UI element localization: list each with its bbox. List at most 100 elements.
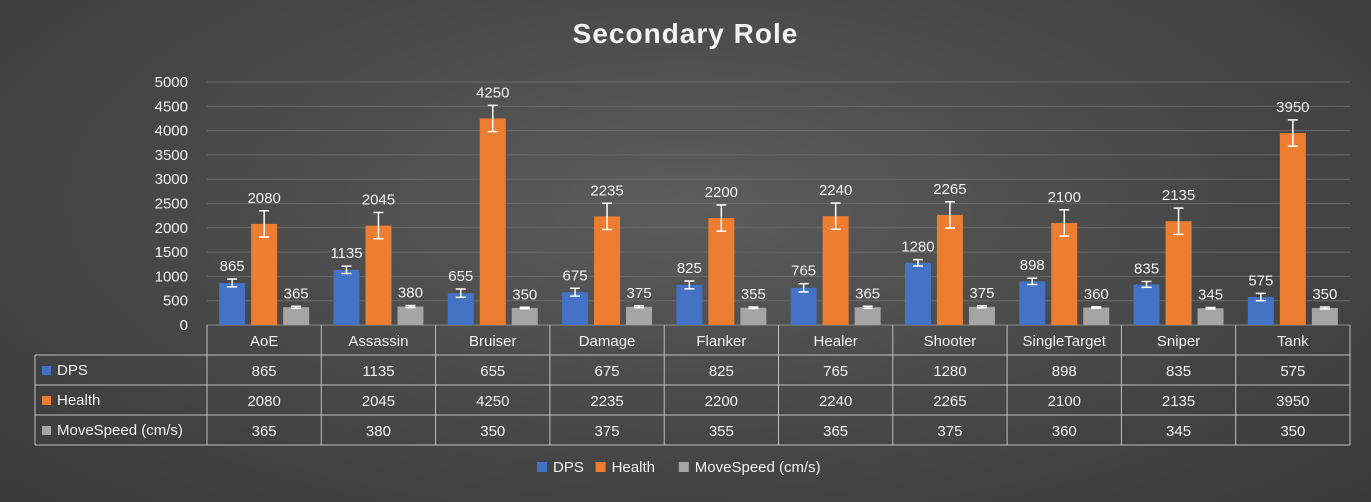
table-legend-key — [42, 396, 51, 405]
legend-label: Health — [612, 459, 655, 476]
x-tick-label: SingleTarget — [1023, 333, 1107, 350]
data-label: 2045 — [362, 191, 395, 208]
table-cell: 1280 — [933, 363, 966, 380]
data-label: 825 — [677, 260, 702, 277]
table-cell: 655 — [480, 363, 505, 380]
table-cell: 1135 — [362, 363, 394, 380]
table-series-name: DPS — [57, 362, 88, 379]
bar — [562, 292, 589, 325]
table-cell: 898 — [1052, 363, 1077, 380]
table-cell: 2100 — [1048, 393, 1081, 410]
data-label: 675 — [563, 267, 588, 284]
bar — [676, 284, 703, 325]
legend-key — [678, 462, 689, 472]
bar — [1083, 307, 1110, 325]
y-tick-label: 3000 — [155, 171, 188, 188]
table-cell: 2235 — [590, 393, 623, 410]
legend-label: MoveSpeed (cm/s) — [695, 459, 821, 476]
bar — [511, 307, 538, 325]
bar — [479, 118, 506, 325]
table-cell: 2045 — [362, 393, 395, 410]
bar — [447, 293, 474, 325]
table-cell: 375 — [595, 423, 620, 440]
bar — [1247, 297, 1274, 325]
table-series-name: MoveSpeed (cm/s) — [57, 422, 183, 439]
table-cell: 3950 — [1276, 393, 1309, 410]
chart-title: Secondary Role — [572, 18, 799, 49]
bars — [219, 118, 1338, 325]
data-label: 350 — [1312, 286, 1337, 303]
bar — [1019, 281, 1046, 325]
table-cell: 375 — [937, 423, 962, 440]
y-tick-label: 1500 — [155, 244, 188, 261]
data-label: 2265 — [933, 181, 966, 198]
gridlines — [207, 81, 1350, 326]
x-tick-label: Shooter — [924, 333, 977, 350]
y-tick-label: 2500 — [155, 196, 188, 213]
y-tick-label: 500 — [163, 293, 188, 310]
table-cell: 365 — [823, 423, 848, 440]
table-cell: 835 — [1166, 363, 1191, 380]
bar — [1311, 307, 1338, 325]
x-tick-label: Sniper — [1157, 333, 1200, 350]
data-label: 375 — [627, 285, 652, 302]
table-cell: 2265 — [933, 393, 966, 410]
legend-key — [537, 462, 547, 472]
x-tick-label: Damage — [579, 333, 636, 350]
data-label: 375 — [969, 285, 994, 302]
data-labels: 865 1135 655 675 825 765 1280 898 835 575 2080 2045… — [220, 84, 1338, 303]
table-cell: 865 — [252, 363, 277, 380]
table-cell: 345 — [1166, 423, 1191, 440]
x-tick-label: Tank — [1277, 333, 1309, 350]
y-tick-label: 0 — [180, 317, 188, 334]
table-cell: 350 — [1280, 423, 1305, 440]
table-legend-key — [42, 426, 51, 435]
x-tick-label: Healer — [814, 333, 858, 350]
data-label: 2200 — [705, 184, 738, 201]
error-bars — [227, 104, 1330, 310]
legend-key — [595, 462, 606, 472]
data-label: 2240 — [819, 182, 852, 199]
x-tick-label: Assassin — [348, 333, 408, 350]
bar — [822, 216, 849, 325]
table-legend-key — [42, 366, 51, 375]
table-cell: 575 — [1280, 363, 1305, 380]
data-label: 765 — [791, 263, 816, 280]
table-cell: 2240 — [819, 393, 852, 410]
bar — [1051, 222, 1078, 325]
table-cell: 4250 — [476, 393, 509, 410]
bar — [968, 306, 995, 325]
bar — [333, 269, 360, 325]
table-cell: 355 — [709, 423, 734, 440]
data-label: 380 — [398, 285, 423, 302]
y-tick-label: 3500 — [155, 147, 188, 164]
bar — [708, 218, 735, 325]
bar — [219, 282, 246, 325]
bar — [1165, 221, 1192, 325]
data-label: 575 — [1248, 272, 1273, 289]
table-cell: 380 — [366, 423, 391, 440]
data-label: 655 — [448, 268, 473, 285]
y-tick-label: 2000 — [155, 220, 188, 237]
bar — [1279, 133, 1306, 325]
table-cell: 2080 — [247, 393, 280, 410]
bar — [904, 262, 931, 325]
bar — [790, 287, 817, 325]
data-label: 2135 — [1162, 187, 1195, 204]
data-label: 350 — [512, 286, 537, 303]
data-label: 1135 — [330, 245, 362, 262]
data-label: 865 — [220, 258, 245, 275]
table-cell: 365 — [252, 423, 277, 440]
bar — [626, 306, 653, 325]
legend: DPS Health MoveSpeed (cm/s) — [537, 459, 821, 476]
data-label: 1280 — [901, 239, 934, 256]
data-label: 898 — [1020, 257, 1045, 274]
table-cell: 825 — [709, 363, 734, 380]
data-label: 2080 — [247, 190, 280, 207]
y-tick-label: 4000 — [155, 123, 188, 140]
x-tick-label: Bruiser — [469, 333, 517, 350]
y-axis-ticks: 0 500 1000 1500 2000 2500 3000 3500 4000 4500 5000 — [155, 74, 188, 334]
data-label: 835 — [1134, 261, 1159, 278]
data-label: 2235 — [590, 182, 623, 199]
bar — [283, 307, 310, 325]
